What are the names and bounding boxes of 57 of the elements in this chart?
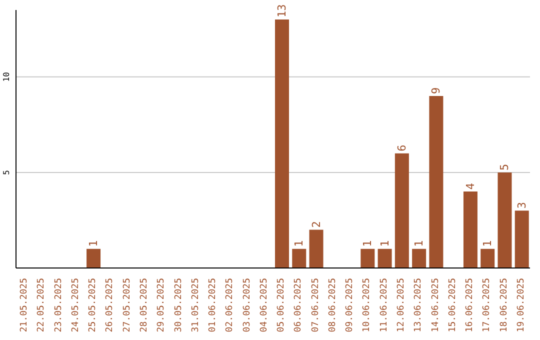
x-tick-label: 10.06.2025: [362, 278, 372, 332]
x-tick-label: 07.06.2025: [310, 278, 321, 332]
data-label: 4: [464, 182, 477, 190]
bar: [394, 153, 409, 268]
x-tick-label: 02.06.2025: [225, 278, 236, 332]
x-tick-label: 23.05.2025: [54, 278, 64, 332]
x-tick-label: 11.06.2025: [379, 278, 390, 332]
data-label: 1: [87, 240, 100, 247]
x-tick-label: 16.06.2025: [465, 278, 476, 332]
x-tick-label: 06.06.2025: [294, 278, 304, 332]
x-tick-label: 22.05.2025: [36, 278, 47, 332]
x-tick-label: 28.05.2025: [140, 278, 150, 332]
bar: [360, 248, 375, 268]
x-tick-label: 01.06.2025: [208, 278, 218, 332]
bar: [275, 20, 289, 268]
x-tick-label: 31.05.2025: [190, 278, 201, 332]
x-tick-label: 18.06.2025: [499, 278, 510, 332]
x-tick-label: 12.06.2025: [396, 278, 406, 332]
data-label: 1: [292, 240, 306, 247]
bar: [514, 210, 529, 268]
x-tick-label: 15.06.2025: [448, 278, 458, 332]
data-label: 1: [361, 240, 374, 247]
x-tick-label: 17.06.2025: [482, 278, 492, 332]
data-label: 6: [395, 144, 408, 152]
x-tick-label: 30.05.2025: [174, 278, 184, 332]
x-tick-label: 05.06.2025: [276, 278, 287, 332]
x-tick-label: 24.05.2025: [70, 278, 81, 332]
data-label: 5: [498, 164, 512, 170]
x-tick-label: 26.05.2025: [105, 278, 116, 332]
bar: [292, 248, 306, 268]
x-tick-label: 29.05.2025: [156, 278, 167, 332]
data-label: 1: [481, 240, 494, 247]
x-tick-label: 21.05.2025: [20, 278, 30, 332]
data-label: 9: [430, 87, 443, 94]
bar: [412, 248, 426, 268]
x-tick-label: 25.05.2025: [88, 278, 98, 332]
data-label: 3: [515, 202, 528, 209]
x-tick-label: 04.06.2025: [259, 278, 270, 332]
x-tick-label: 03.06.2025: [242, 278, 252, 332]
data-label: 2: [310, 221, 323, 228]
x-tick-label: 08.06.2025: [328, 278, 338, 332]
bar: [498, 172, 512, 268]
data-label: 1: [412, 240, 426, 247]
bar: [463, 192, 478, 268]
data-label: 13: [276, 4, 288, 18]
x-tick-label: 27.05.2025: [122, 278, 132, 332]
bar: [429, 96, 444, 268]
bar: [378, 248, 392, 268]
x-tick-label: 13.06.2025: [414, 278, 424, 332]
y-tick-label: 10: [2, 72, 11, 82]
x-tick-label: 14.06.2025: [430, 278, 441, 332]
x-tick-label: 19.06.2025: [516, 278, 526, 332]
bar: [86, 248, 101, 268]
bar: [480, 248, 495, 268]
x-tick-label: 09.06.2025: [345, 278, 356, 332]
bar: [309, 230, 324, 268]
data-label: 1: [378, 240, 392, 247]
